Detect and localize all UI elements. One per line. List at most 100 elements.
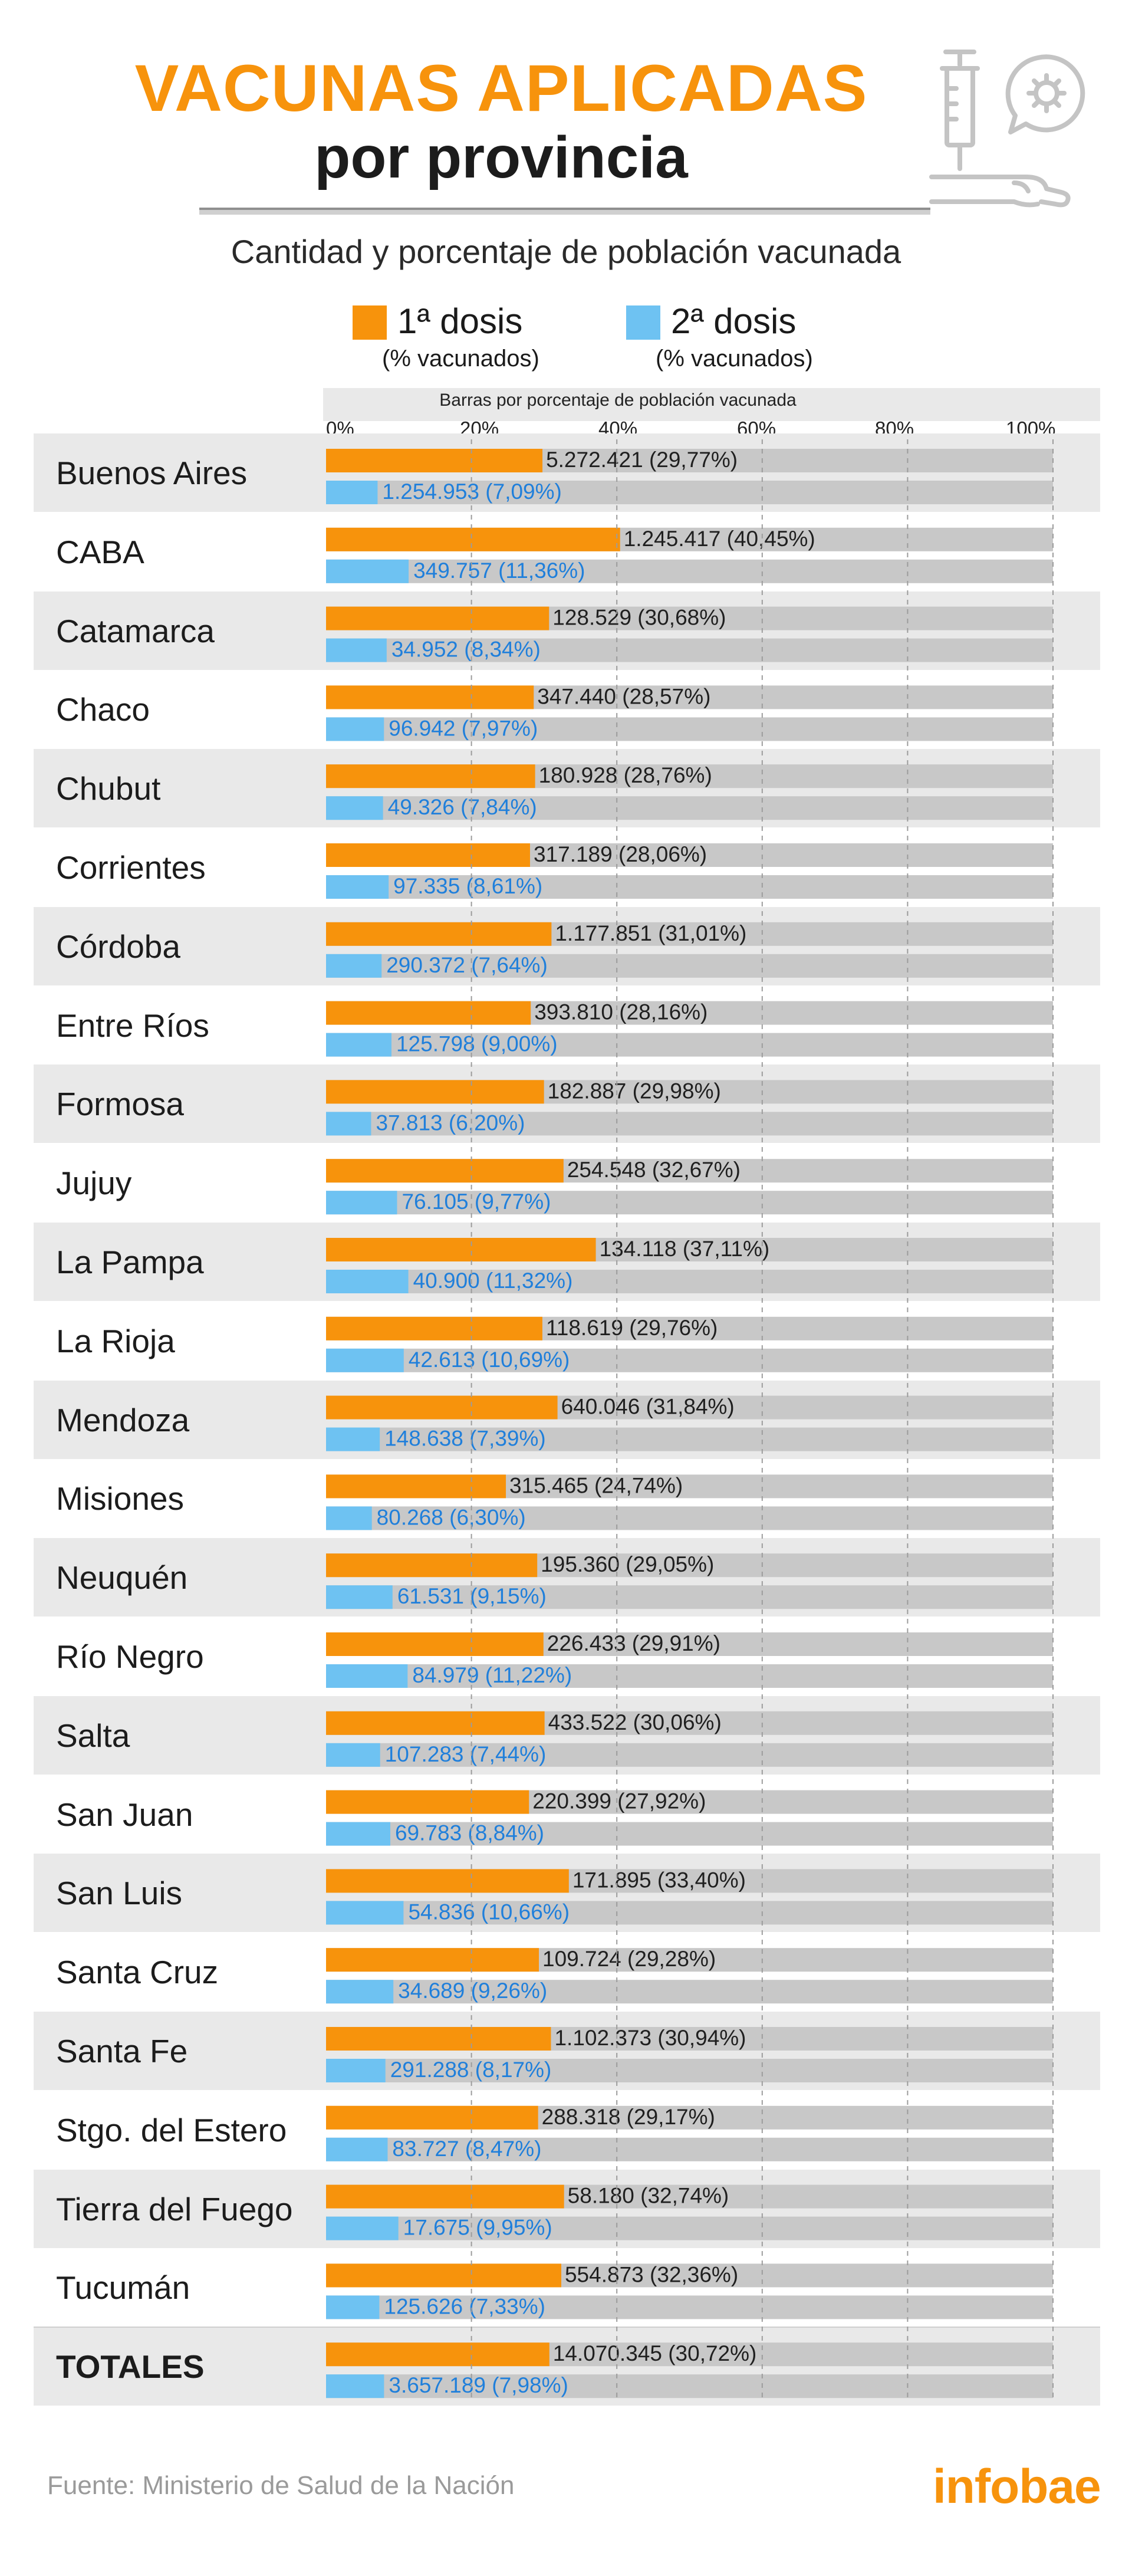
source-note: Fuente: Ministerio de Salud de la Nación [47,2471,515,2500]
data-label-dose2: 96.942 (7,97%) [389,716,538,740]
bar-dose2 [326,1743,380,1767]
legend-sub-dose2: (% vacunados) [656,346,813,372]
data-label-dose2: 17.675 (9,95%) [403,2216,552,2240]
bar-track-dose2 [326,954,1053,978]
data-label-dose2: 54.836 (10,66%) [408,1900,570,1924]
bar-dose1 [326,527,620,551]
subtitle: Cantidad y porcentaje de población vacun… [231,233,901,270]
bar-dose2 [326,1112,371,1136]
bar-dose2 [326,2295,380,2319]
data-label-dose1: 1.245.417 (40,45%) [624,527,815,551]
data-label-dose2: 125.626 (7,33%) [384,2294,545,2318]
data-label-dose2: 37.813 (6,20%) [376,1110,525,1135]
title-rule-line [199,208,930,210]
data-label-dose2: 125.798 (9,00%) [396,1032,558,1056]
province-label: San Juan [56,1796,193,1833]
bar-track-dose2 [326,875,1053,899]
bar-dose2 [326,2059,386,2082]
bar-track-dose2 [326,1664,1053,1688]
title-line2: por provincia [314,124,688,190]
bar-track-dose2 [326,1980,1053,2004]
totals-label: TOTALES [56,2348,205,2386]
data-label-dose1: 433.522 (30,06%) [548,1710,722,1734]
province-label: La Rioja [56,1322,175,1359]
province-label: Chubut [56,770,161,807]
bar-dose2 [326,2216,399,2240]
bar-dose2 [326,1822,390,1846]
bar-dose2 [326,2374,384,2398]
vaccine-syringe-icon [929,50,1085,208]
bar-dose1 [326,2342,549,2367]
data-label-dose2: 290.372 (7,64%) [386,953,548,977]
bar-dose1 [326,1395,558,1420]
bar-dose1 [326,764,535,788]
bar-track-dose2 [326,1191,1053,1215]
bar-dose2 [326,1191,397,1215]
bar-track-dose2 [326,1743,1053,1767]
province-label: Entre Ríos [56,1007,209,1044]
bar-dose1 [326,1001,531,1025]
bar-track-dose2 [326,1506,1053,1530]
bar-dose2 [326,1585,393,1609]
data-label-dose1: 393.810 (28,16%) [534,1000,708,1024]
bar-dose2 [326,1664,408,1688]
bar-dose1 [326,1553,538,1578]
bar-dose1 [326,922,552,946]
province-label: Chaco [56,691,150,728]
province-label: CABA [56,533,144,570]
bar-dose2 [326,559,409,583]
bar-track-dose2 [326,2216,1053,2240]
bar-dose2 [326,481,378,504]
bar-track-dose2 [326,1585,1053,1609]
legend-swatch-dose2 [626,305,660,340]
province-label: Corrientes [56,849,206,886]
bar-dose2 [326,1270,409,1293]
bar-dose2 [326,1506,372,1530]
bar-dose1 [326,2184,564,2209]
bar-track-dose2 [326,796,1053,820]
totals-separator [34,2327,1100,2328]
data-label-dose2: 34.952 (8,34%) [391,638,541,662]
bar-dose2 [326,796,383,820]
data-label-dose1: 118.619 (29,76%) [546,1316,718,1340]
bar-dose1 [326,1790,529,1814]
data-label-dose1: 554.873 (32,36%) [565,2262,738,2286]
province-label: Neuquén [56,1559,188,1596]
title: VACUNAS APLICADAS [134,51,868,125]
bar-dose1 [326,2263,561,2288]
data-label-dose2: 3.657.189 (7,98%) [389,2373,568,2397]
bar-dose2 [326,1901,404,1925]
data-label-dose1: 58.180 (32,74%) [568,2184,729,2208]
data-label-dose1: 180.928 (28,76%) [539,763,712,787]
legend-label-dose2: 2ª dosis [671,301,797,341]
data-label-dose2: 107.283 (7,44%) [385,1742,547,1766]
bar-dose1 [326,2027,551,2051]
data-label-dose2: 148.638 (7,39%) [384,1427,546,1451]
data-label-dose2: 349.757 (11,36%) [413,558,585,583]
province-label: La Pampa [56,1244,204,1280]
data-label-dose1: 128.529 (30,68%) [552,606,726,630]
province-label: Stgo. del Estero [56,2111,287,2148]
bar-dose1 [326,1238,596,1261]
province-label: Tucumán [56,2269,190,2306]
bar-dose1 [326,1948,539,1972]
data-label-dose1: 5.272.421 (29,77%) [546,448,738,472]
bar-dose1 [326,2105,538,2130]
bar-dose2 [326,1427,380,1451]
province-label: Formosa [56,1086,184,1123]
bar-track-dose2 [326,2295,1053,2319]
bar-dose2 [326,638,387,662]
data-label-dose2: 83.727 (8,47%) [392,2137,541,2161]
data-label-dose1: 347.440 (28,57%) [537,684,710,708]
data-label-dose2: 291.288 (8,17%) [390,2058,552,2082]
data-label-dose1: 254.548 (32,67%) [567,1158,741,1182]
axis-band [323,388,1100,421]
bar-dose1 [326,1869,569,1893]
axis-title: Barras por porcentaje de población vacun… [439,390,797,410]
bar-track-dose2 [326,481,1053,504]
bar-dose2 [326,717,384,741]
bar-dose1 [326,1711,545,1735]
data-label-dose2: 69.783 (8,84%) [395,1821,544,1845]
bar-dose1 [326,685,534,709]
